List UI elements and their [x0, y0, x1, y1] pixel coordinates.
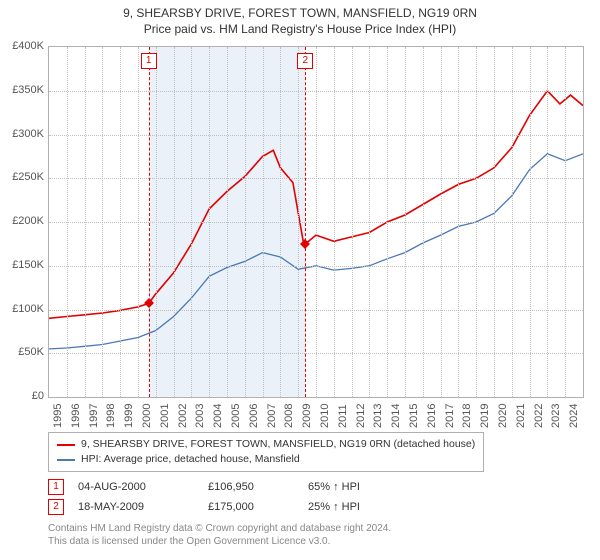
- y-axis-label: £400K: [4, 40, 44, 52]
- chart-plot-area: 12: [48, 46, 584, 398]
- grid-line-v: [263, 47, 264, 397]
- legend: 9, SHEARSBY DRIVE, FOREST TOWN, MANSFIEL…: [48, 432, 484, 472]
- grid-line-v: [547, 47, 548, 397]
- x-axis-label: 2021: [515, 404, 527, 428]
- x-axis-label: 2022: [533, 404, 545, 428]
- y-axis-label: £0: [4, 390, 44, 402]
- callout-line: [305, 47, 306, 397]
- grid-line-v: [174, 47, 175, 397]
- tx-price: £106,950: [208, 478, 308, 496]
- grid-line-v: [494, 47, 495, 397]
- grid-line-v: [352, 47, 353, 397]
- grid-line-v: [458, 47, 459, 397]
- x-axis-label: 2016: [426, 404, 438, 428]
- grid-line-v: [530, 47, 531, 397]
- grid-line-v: [441, 47, 442, 397]
- y-axis-label: £50K: [4, 346, 44, 358]
- grid-line-v: [156, 47, 157, 397]
- grid-line-v: [138, 47, 139, 397]
- grid-line-v: [85, 47, 86, 397]
- x-axis-label: 2015: [408, 404, 420, 428]
- tx-pct: 65% ↑ HPI: [308, 478, 428, 496]
- x-axis-label: 2013: [372, 404, 384, 428]
- x-axis-label: 2019: [479, 404, 491, 428]
- y-axis-label: £350K: [4, 84, 44, 96]
- x-axis-label: 2023: [550, 404, 562, 428]
- x-axis-label: 1996: [70, 404, 82, 428]
- x-axis-label: 2001: [159, 404, 171, 428]
- grid-line-v: [102, 47, 103, 397]
- callout-marker-icon: 1: [141, 53, 157, 69]
- grid-line-v: [334, 47, 335, 397]
- tx-pct: 25% ↑ HPI: [308, 498, 428, 516]
- x-axis-label: 2002: [177, 404, 189, 428]
- x-axis-label: 2009: [301, 404, 313, 428]
- x-axis-label: 1997: [88, 404, 100, 428]
- x-axis-label: 1999: [123, 404, 135, 428]
- grid-line-v: [67, 47, 68, 397]
- grid-line-v: [120, 47, 121, 397]
- grid-line-v: [209, 47, 210, 397]
- tx-marker-icon: 2: [48, 499, 64, 515]
- transactions-table: 1 04-AUG-2000 £106,950 65% ↑ HPI 2 18-MA…: [48, 478, 428, 518]
- tx-date: 18-MAY-2009: [78, 498, 208, 516]
- x-axis-label: 2011: [337, 404, 349, 428]
- grid-line-v: [191, 47, 192, 397]
- x-axis-label: 2014: [390, 404, 402, 428]
- grid-line-v: [245, 47, 246, 397]
- y-axis-label: £300K: [4, 128, 44, 140]
- x-axis-label: 1995: [52, 404, 64, 428]
- x-axis-label: 2024: [568, 404, 580, 428]
- x-axis-label: 2004: [212, 404, 224, 428]
- x-axis-label: 2003: [194, 404, 206, 428]
- grid-line-v: [227, 47, 228, 397]
- tx-marker-icon: 1: [48, 479, 64, 495]
- grid-line-v: [423, 47, 424, 397]
- chart-title: 9, SHEARSBY DRIVE, FOREST TOWN, MANSFIEL…: [0, 6, 600, 20]
- x-axis-label: 2012: [355, 404, 367, 428]
- grid-line-v: [512, 47, 513, 397]
- x-axis-label: 2000: [141, 404, 153, 428]
- x-axis-label: 2017: [444, 404, 456, 428]
- table-row: 2 18-MAY-2009 £175,000 25% ↑ HPI: [48, 498, 428, 516]
- x-axis-label: 2010: [319, 404, 331, 428]
- x-axis-label: 2007: [266, 404, 278, 428]
- attribution-line: Contains HM Land Registry data © Crown c…: [48, 522, 391, 535]
- grid-line-v: [565, 47, 566, 397]
- legend-item: HPI: Average price, detached house, Mans…: [57, 452, 475, 467]
- x-axis-label: 1998: [105, 404, 117, 428]
- grid-line-v: [476, 47, 477, 397]
- attribution: Contains HM Land Registry data © Crown c…: [48, 522, 391, 548]
- grid-line-v: [387, 47, 388, 397]
- table-row: 1 04-AUG-2000 £106,950 65% ↑ HPI: [48, 478, 428, 496]
- attribution-line: This data is licensed under the Open Gov…: [48, 535, 391, 548]
- grid-line-v: [280, 47, 281, 397]
- tx-price: £175,000: [208, 498, 308, 516]
- chart-subtitle: Price paid vs. HM Land Registry's House …: [0, 22, 600, 36]
- x-axis-label: 2005: [230, 404, 242, 428]
- tx-date: 04-AUG-2000: [78, 478, 208, 496]
- x-axis-label: 2008: [283, 404, 295, 428]
- y-axis-label: £150K: [4, 259, 44, 271]
- callout-marker-icon: 2: [297, 53, 313, 69]
- x-axis-label: 2006: [248, 404, 260, 428]
- legend-label: HPI: Average price, detached house, Mans…: [81, 452, 300, 467]
- x-axis-label: 2018: [461, 404, 473, 428]
- grid-line-v: [405, 47, 406, 397]
- legend-item: 9, SHEARSBY DRIVE, FOREST TOWN, MANSFIEL…: [57, 437, 475, 452]
- callout-line: [149, 47, 150, 397]
- legend-label: 9, SHEARSBY DRIVE, FOREST TOWN, MANSFIEL…: [81, 437, 475, 452]
- y-axis-label: £200K: [4, 215, 44, 227]
- y-axis-label: £100K: [4, 303, 44, 315]
- x-axis-label: 2020: [497, 404, 509, 428]
- y-axis-label: £250K: [4, 171, 44, 183]
- grid-line-v: [316, 47, 317, 397]
- grid-line-v: [298, 47, 299, 397]
- legend-swatch-red: [57, 444, 75, 446]
- grid-line-v: [369, 47, 370, 397]
- legend-swatch-blue: [57, 459, 75, 461]
